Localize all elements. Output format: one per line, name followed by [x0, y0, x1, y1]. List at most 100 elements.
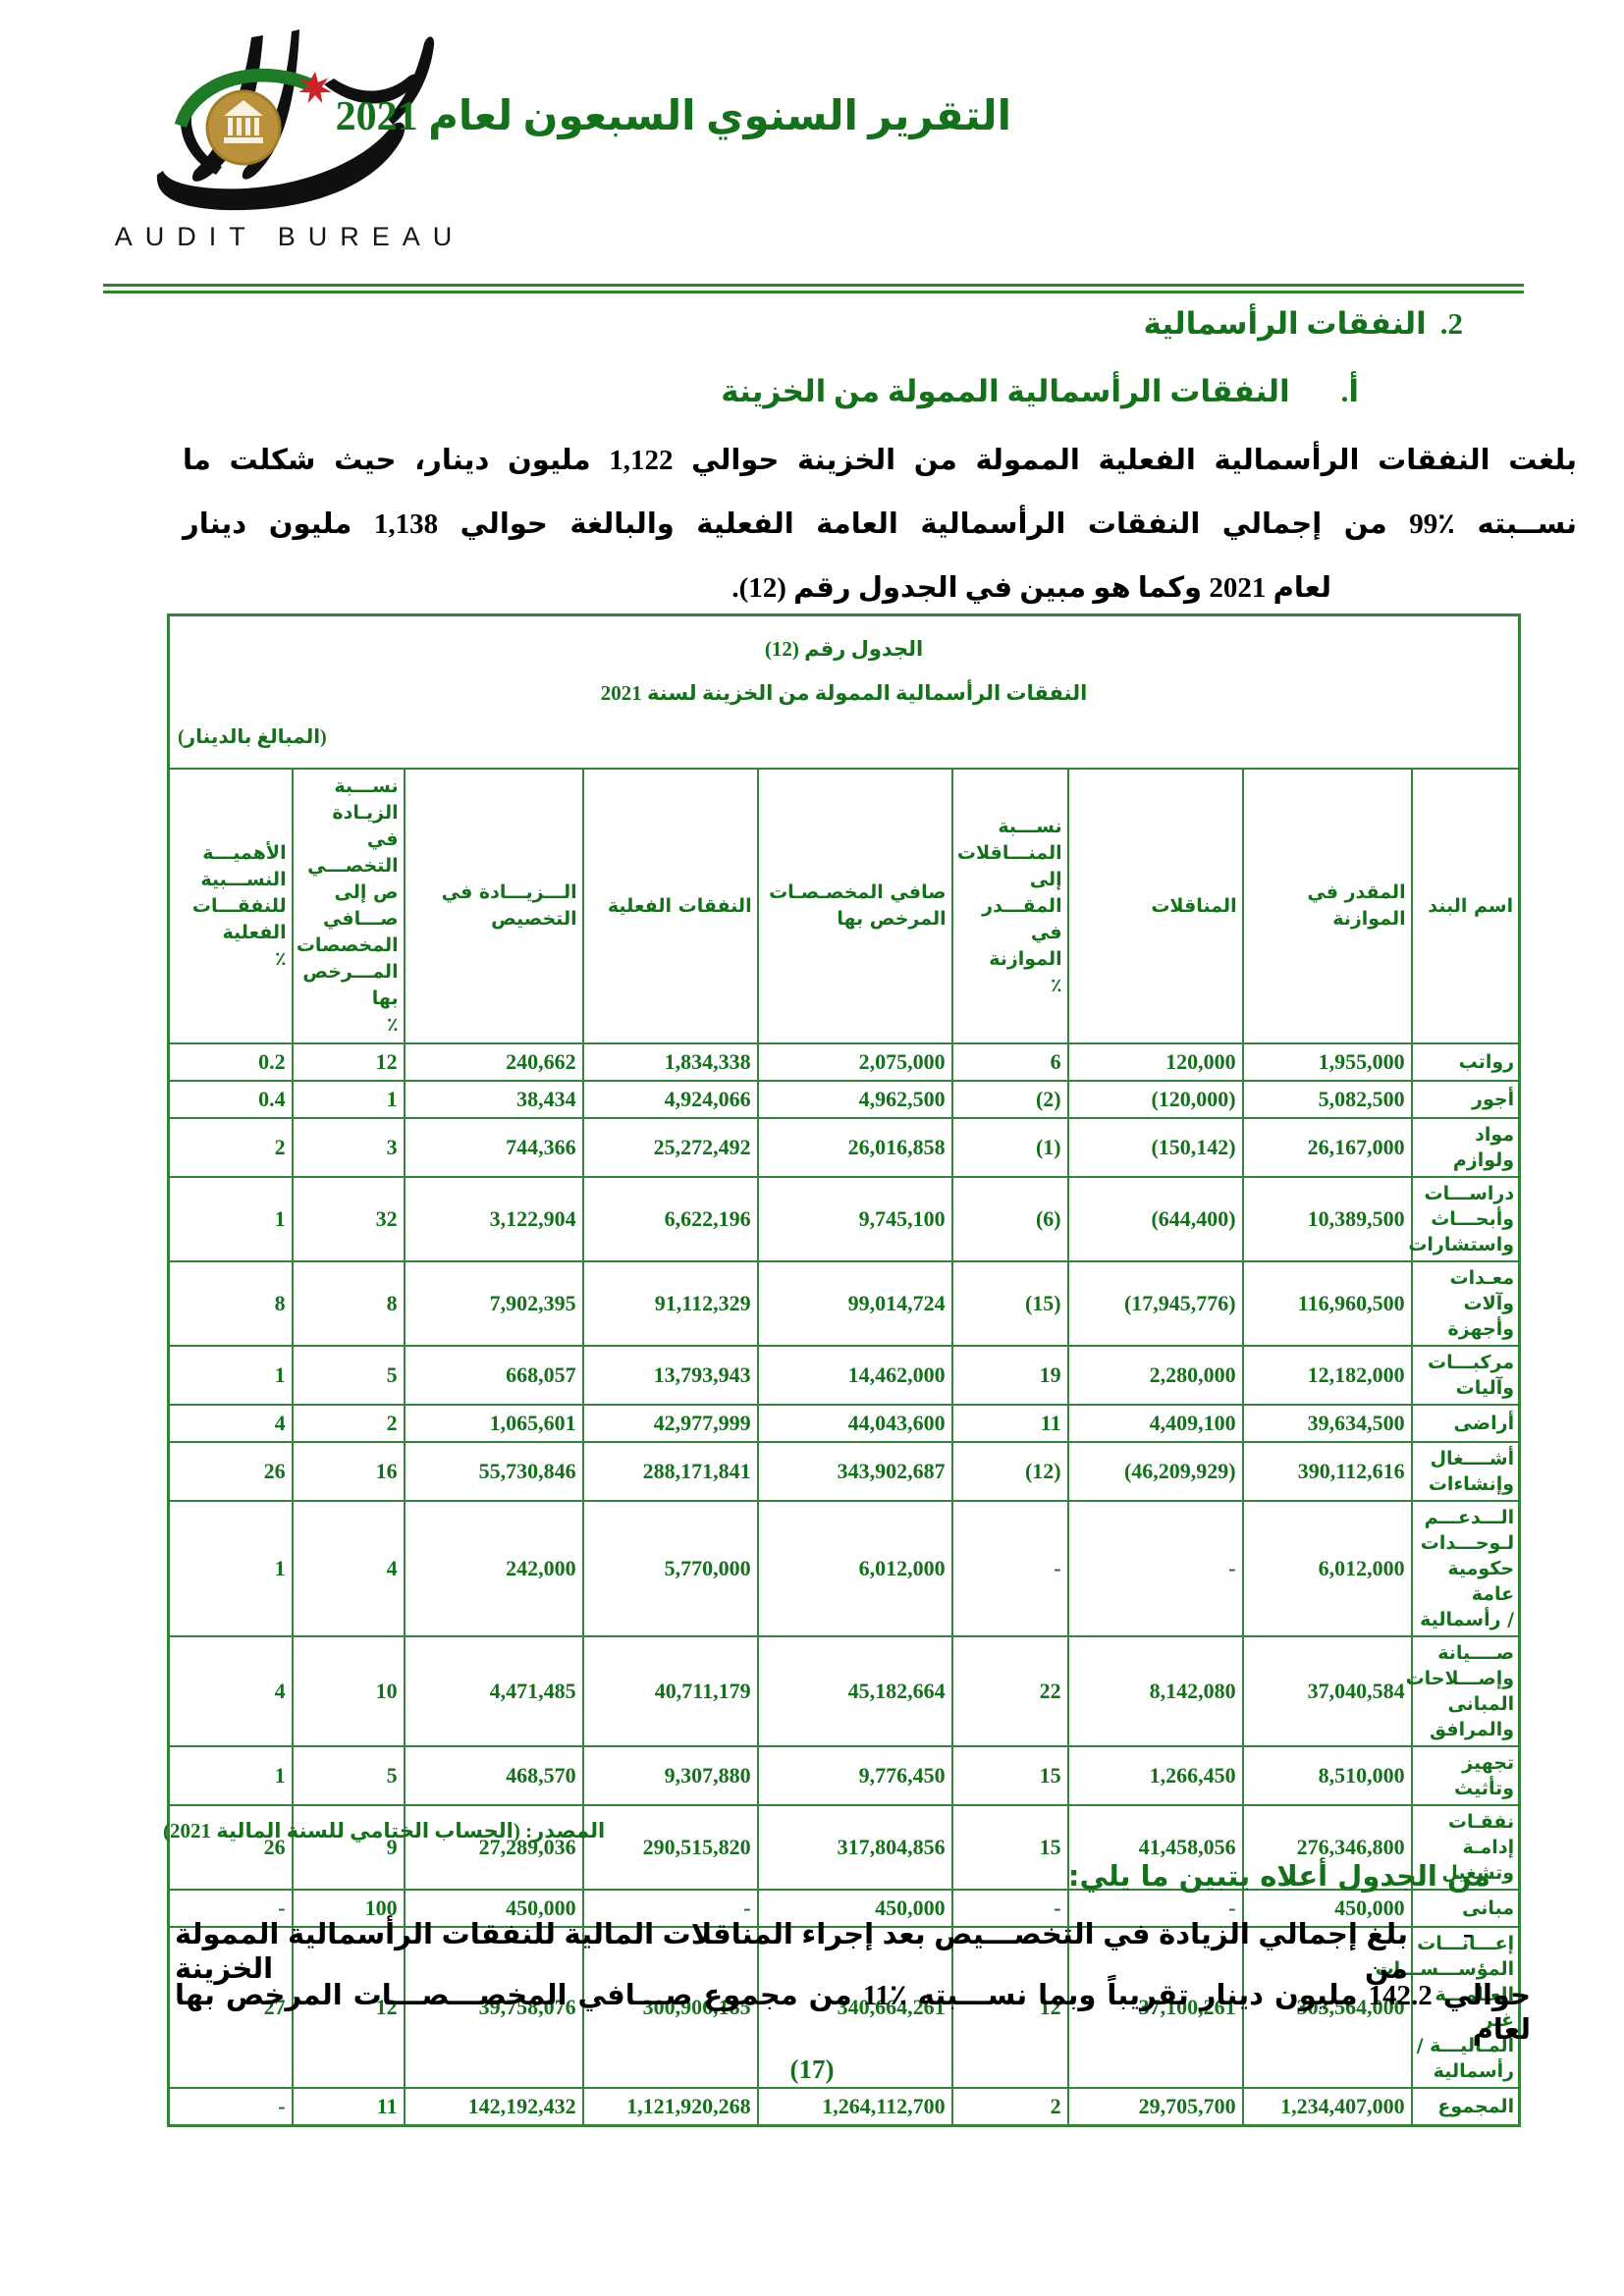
value-cell: 1,121,920,268 — [581, 2087, 759, 2127]
bullet-line: حوالي 142.2 مليون دينار تقريباً وبما نسـ… — [175, 1980, 1531, 2046]
table-row: أجور 5,082,500 (120,000) (2) 4,962,500 4,924,… — [167, 1080, 1521, 1119]
column-header-transfers-pct: نســـبة المنـــاقلات إلى المقـــدر في ال… — [950, 768, 1069, 1044]
value-cell: 91,112,329 — [581, 1260, 759, 1347]
table-row: صــــيانة وإصـــلاحات المبانى والمرافق 37… — [167, 1635, 1521, 1747]
column-header-actual-expenditure: النفقات الفعلية — [581, 768, 759, 1044]
value-cell: 0.2 — [167, 1042, 294, 1082]
value-cell: (15) — [950, 1260, 1069, 1347]
table-title-line2: النفقات الرأسمالية الممولة من الخزينة لس… — [600, 681, 1088, 705]
value-cell: 2 — [950, 2087, 1069, 2127]
value-cell: 25,272,492 — [581, 1117, 759, 1178]
section-title: النفقات الرأسمالية — [1143, 306, 1427, 341]
value-cell: (644,400) — [1066, 1176, 1244, 1262]
subsection-letter: أ. — [1340, 374, 1359, 408]
value-cell: 9,307,880 — [581, 1745, 759, 1806]
table-row: دراســـات وأبحـــاث واستشارات 10,389,500(… — [167, 1176, 1521, 1262]
item-name-cell: نفقـات إدامـة وتشغيل — [1410, 1804, 1521, 1891]
column-header-budget-estimate: المقدر في الموازنة — [1241, 768, 1413, 1044]
intro-line: لعام 2021 وكما هو مبين في الجدول رقم (12… — [731, 572, 1331, 604]
value-cell: 340,664,261 — [756, 1926, 953, 2089]
value-cell: 4,924,066 — [581, 1080, 759, 1119]
table-header-row: اسم البند المقدر في الموازنة المناقلات ن… — [167, 768, 1521, 1044]
value-cell: 1 — [167, 1745, 294, 1806]
value-cell: 3,122,904 — [403, 1176, 584, 1262]
value-cell: 390,112,616 — [1241, 1441, 1413, 1502]
value-cell: 37,040,584 — [1241, 1635, 1413, 1747]
item-name-cell: المجموع — [1410, 2087, 1521, 2127]
value-cell: 303,564,000 — [1241, 1926, 1413, 2089]
value-cell: 7,902,395 — [403, 1260, 584, 1347]
value-cell: 4,471,485 — [403, 1635, 584, 1747]
item-name-cell: دراســـات وأبحـــاث واستشارات — [1408, 1176, 1521, 1262]
value-cell: 5,082,500 — [1241, 1080, 1413, 1119]
value-cell: (46,209,929) — [1066, 1441, 1244, 1502]
value-cell: 37,100,261 — [1066, 1926, 1244, 2089]
value-cell: (6) — [950, 1176, 1069, 1262]
table-title-line1: الجدول رقم (12) — [764, 637, 924, 661]
table-row: تجهيز وتأثيث 8,510,000 1,266,450 15 9,776,45… — [167, 1745, 1521, 1806]
value-cell: 8 — [167, 1260, 294, 1347]
item-name-cell: الـــدعـــم لـوحـــدات حكومية عامة / رأس… — [1410, 1500, 1521, 1637]
intro-line: نســبته ٪99 من إجمالي النفقات الرأسمالية… — [183, 508, 1578, 540]
value-cell: - — [581, 1889, 759, 1928]
audit-bureau-calligraphy-icon — [156, 29, 435, 211]
value-cell: 240,662 — [403, 1042, 584, 1082]
value-cell: 11 — [291, 2087, 406, 2127]
column-header-increase-pct: نســـبة الزيـادة في التخصـــي ص إلى صـــ… — [291, 768, 406, 1044]
value-cell: 4 — [291, 1500, 406, 1637]
value-cell: 1 — [167, 1500, 294, 1637]
value-cell: 22 — [950, 1635, 1069, 1747]
table-row: المجموع 1,234,407,000 29,705,700 2 1,264,112… — [167, 2087, 1521, 2127]
value-cell: 1,834,338 — [581, 1042, 759, 1082]
value-cell: 142,192,432 — [403, 2087, 584, 2127]
section-number: 2. — [1439, 306, 1463, 341]
value-cell: 29,705,700 — [1066, 2087, 1244, 2127]
value-cell: 8,142,080 — [1066, 1635, 1244, 1747]
column-header-transfers: المناقلات — [1066, 768, 1244, 1044]
value-cell: 2 — [291, 1404, 406, 1443]
capital-expenditures-table: الجدول رقم (12) النفقات الرأسمالية الممو… — [167, 614, 1522, 2127]
column-header-item: اسم البند — [1410, 768, 1521, 1044]
value-cell: - — [167, 2087, 294, 2127]
column-header-allocation-increase: الـــزيـــادة في التخصيص — [403, 768, 584, 1044]
value-cell: 120,000 — [1066, 1042, 1244, 1082]
value-cell: 12 — [291, 1042, 406, 1082]
value-cell: 15 — [950, 1745, 1069, 1806]
value-cell: 450,000 — [756, 1889, 953, 1928]
value-cell: - — [950, 1889, 1069, 1928]
table-body: رواتب 1,955,000 120,000 6 2,075,000 1,834,338… — [167, 1042, 1521, 2127]
value-cell: 6 — [950, 1042, 1069, 1082]
value-cell: 9,745,100 — [756, 1176, 953, 1262]
value-cell: 26,016,858 — [756, 1117, 953, 1178]
value-cell: 5 — [291, 1345, 406, 1406]
item-name-cell: مركبـــات وآليات — [1410, 1345, 1521, 1406]
value-cell: 1,264,112,700 — [756, 2087, 953, 2127]
value-cell: - — [1066, 1500, 1244, 1637]
value-cell: (17,945,776) — [1066, 1260, 1244, 1347]
table-title-row: الجدول رقم (12) النفقات الرأسمالية الممو… — [167, 614, 1521, 770]
value-cell: (12) — [950, 1441, 1069, 1502]
value-cell: 0.4 — [167, 1080, 294, 1119]
value-cell: 26 — [167, 1441, 294, 1502]
value-cell: 39,758,076 — [403, 1926, 584, 2089]
value-cell: 288,171,841 — [581, 1441, 759, 1502]
value-cell: 8,510,000 — [1241, 1745, 1413, 1806]
value-cell: 450,000 — [1241, 1889, 1413, 1928]
page-number: (17) — [789, 2055, 835, 2084]
value-cell: 1,065,601 — [403, 1404, 584, 1443]
value-cell: 15 — [950, 1804, 1069, 1891]
value-cell: 10,389,500 — [1241, 1176, 1413, 1262]
section-heading: 2. النفقات الرأسمالية — [1143, 306, 1463, 342]
value-cell: 744,366 — [403, 1117, 584, 1178]
subsection-title: النفقات الرأسمالية الممولة من الخزينة — [721, 374, 1290, 408]
column-header-relative-weight-pct: الأهميـــة النســـبية للنفقـــات الفعلية… — [167, 768, 294, 1044]
value-cell: 19 — [950, 1345, 1069, 1406]
table-row: إعـــانـــات المؤســـســـات العـامـــة غ… — [167, 1926, 1521, 2089]
value-cell: 6,012,000 — [756, 1500, 953, 1637]
value-cell: 6,622,196 — [581, 1176, 759, 1262]
value-cell: 1,234,407,000 — [1241, 2087, 1413, 2127]
value-cell: 2,280,000 — [1066, 1345, 1244, 1406]
value-cell: 450,000 — [403, 1889, 584, 1928]
value-cell: 44,043,600 — [756, 1404, 953, 1443]
table-row: أراضى 39,634,500 4,409,100 11 44,043,600 42,9… — [167, 1404, 1521, 1443]
